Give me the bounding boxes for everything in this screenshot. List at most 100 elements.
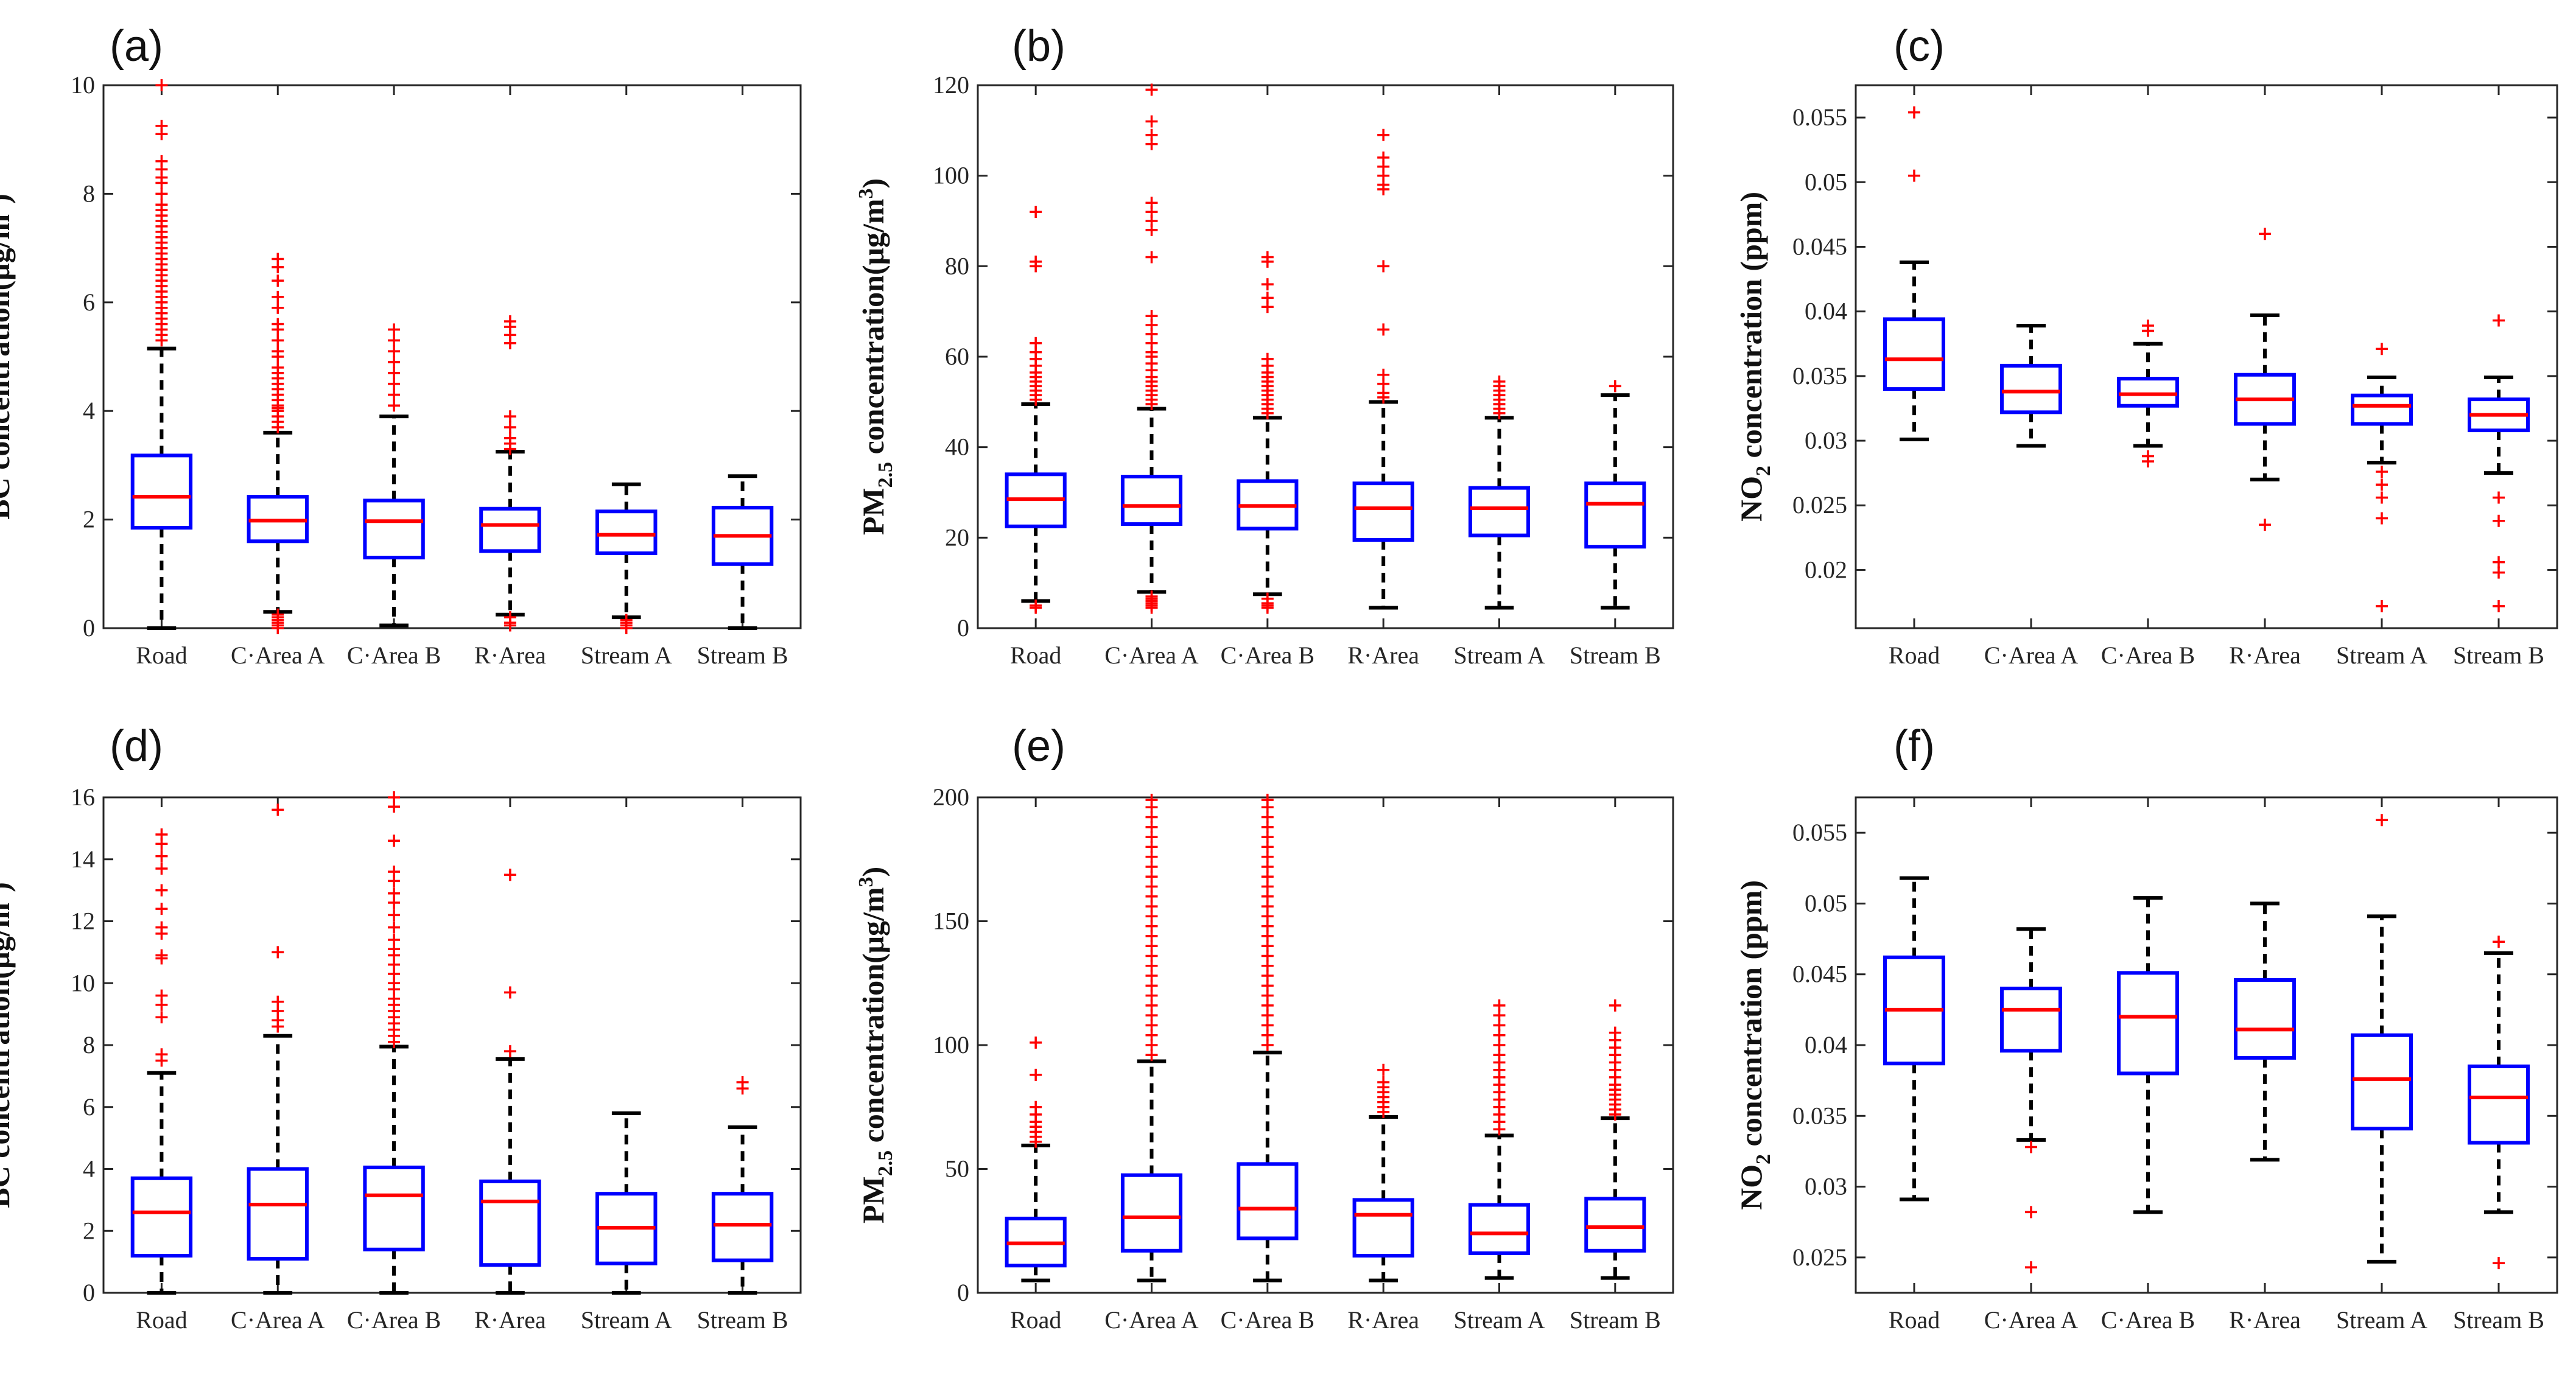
outlier-marker (1145, 128, 1158, 141)
outlier-marker (272, 253, 284, 265)
iqr-box (1468, 486, 1531, 537)
x-tick-label: R·Area (1347, 1306, 1419, 1334)
outlier-marker (1261, 352, 1274, 365)
y-tick-label: 0.03 (1805, 427, 1847, 454)
box-road (1883, 876, 1945, 1202)
x-tick-label: Stream B (697, 642, 788, 669)
x-tick-label: Road (1010, 642, 1061, 669)
x-tick-label: Stream A (2336, 1306, 2427, 1334)
x-tick-label: Stream A (581, 642, 672, 669)
outlier-marker (1030, 337, 1042, 349)
panel-label: (d) (110, 722, 163, 771)
y-tick-label: 0.035 (1792, 1102, 1847, 1129)
y-axis-label: BC concentration(μg/m3) (0, 194, 16, 520)
box-c-area-a (1120, 83, 1183, 614)
box-stream-b (711, 1076, 774, 1295)
x-tick-label: Stream B (1570, 642, 1661, 669)
box-c-area-a (247, 803, 309, 1295)
x-tick-label: C·Area B (1221, 1306, 1314, 1334)
outlier-marker (155, 989, 168, 1002)
outlier-marker (388, 388, 401, 401)
x-tick-label: C·Area B (347, 642, 441, 669)
y-tick-label: 200 (933, 783, 969, 811)
outlier-marker (504, 315, 516, 328)
y-tick-label: 16 (71, 783, 95, 811)
panel-label: (e) (1012, 722, 1065, 771)
outlier-marker (1609, 380, 1621, 393)
y-tick-label: 0.035 (1792, 362, 1847, 390)
outlier-marker (504, 986, 516, 999)
y-tick-label: 0.04 (1805, 298, 1847, 325)
y-tick-label: 10 (71, 969, 95, 996)
outlier-marker (2376, 814, 2388, 827)
box-c-area-a (1120, 794, 1183, 1282)
outlier-marker (2376, 343, 2388, 355)
y-tick-label: 40 (945, 433, 969, 461)
outlier-marker (272, 275, 284, 287)
outlier-marker (1030, 1068, 1042, 1081)
y-tick-label: 80 (945, 252, 969, 279)
outlier-marker (388, 834, 401, 847)
iqr-box (2000, 986, 2062, 1053)
outlier-marker (2025, 1206, 2037, 1219)
outlier-marker (1908, 169, 1920, 182)
y-tick-label: 0.05 (1805, 889, 1847, 917)
outlier-marker (1030, 1100, 1042, 1113)
outlier-marker (388, 921, 401, 934)
y-tick-label: 10 (71, 71, 95, 99)
outlier-marker (1609, 999, 1621, 1012)
outlier-marker (1145, 197, 1158, 209)
panel-e: (e) 0 50 100 150 200 Road C·Area A C·Area B R·Are… (855, 722, 1674, 1334)
outlier-marker (1377, 128, 1390, 141)
outlier-marker (388, 345, 401, 358)
iqr-box (1883, 317, 1945, 391)
outlier-marker (272, 803, 284, 816)
y-axis-label: BC concentration(μg/m3) (0, 882, 16, 1208)
panel-label: (c) (1893, 22, 1945, 71)
y-tick-label: 2 (83, 1217, 95, 1244)
y-tick-label: 2 (83, 506, 95, 533)
box-c-area-a (2000, 324, 2062, 448)
iqr-box (2468, 1064, 2530, 1145)
panel-label: (b) (1012, 22, 1065, 71)
y-tick-label: 0.02 (1805, 556, 1847, 583)
x-tick-label: Road (136, 1306, 187, 1334)
outlier-marker (155, 921, 168, 934)
y-tick-label: 0.025 (1792, 491, 1847, 519)
y-tick-label: 0 (83, 1279, 95, 1306)
axes-frame (977, 796, 1674, 1294)
outlier-marker (272, 995, 284, 1008)
box-r-area (2234, 228, 2296, 531)
outlier-marker (2493, 600, 2505, 612)
y-tick-label: 0.03 (1805, 1173, 1847, 1200)
y-tick-label: 6 (83, 289, 95, 316)
outlier-marker (504, 410, 516, 423)
outlier-marker (2493, 1257, 2505, 1270)
outlier-marker (388, 323, 401, 336)
outlier-marker (1145, 83, 1158, 96)
outlier-marker (1908, 106, 1920, 119)
iqr-box (2351, 1033, 2413, 1131)
panel-label: (a) (110, 22, 163, 71)
outlier-marker (155, 850, 168, 862)
box-road (1005, 1036, 1067, 1282)
y-tick-label: 12 (71, 908, 95, 935)
iqr-box (247, 1167, 309, 1261)
box-c-area-a (247, 253, 309, 634)
iqr-box (363, 1165, 425, 1251)
x-tick-label: Stream A (1454, 1306, 1545, 1334)
iqr-box (1468, 1203, 1531, 1255)
outlier-marker (1030, 255, 1042, 268)
y-tick-label: 60 (945, 343, 969, 370)
box-stream-b (2468, 314, 2530, 612)
outlier-marker (504, 611, 516, 624)
x-tick-label: Stream B (2453, 642, 2544, 669)
iqr-box (479, 506, 541, 553)
outlier-marker (2493, 566, 2505, 579)
outlier-marker (272, 301, 284, 314)
outlier-marker (155, 884, 168, 897)
x-tick-label: C·Area A (231, 642, 325, 669)
outlier-marker (388, 377, 401, 390)
y-tick-label: 0.045 (1792, 233, 1847, 260)
